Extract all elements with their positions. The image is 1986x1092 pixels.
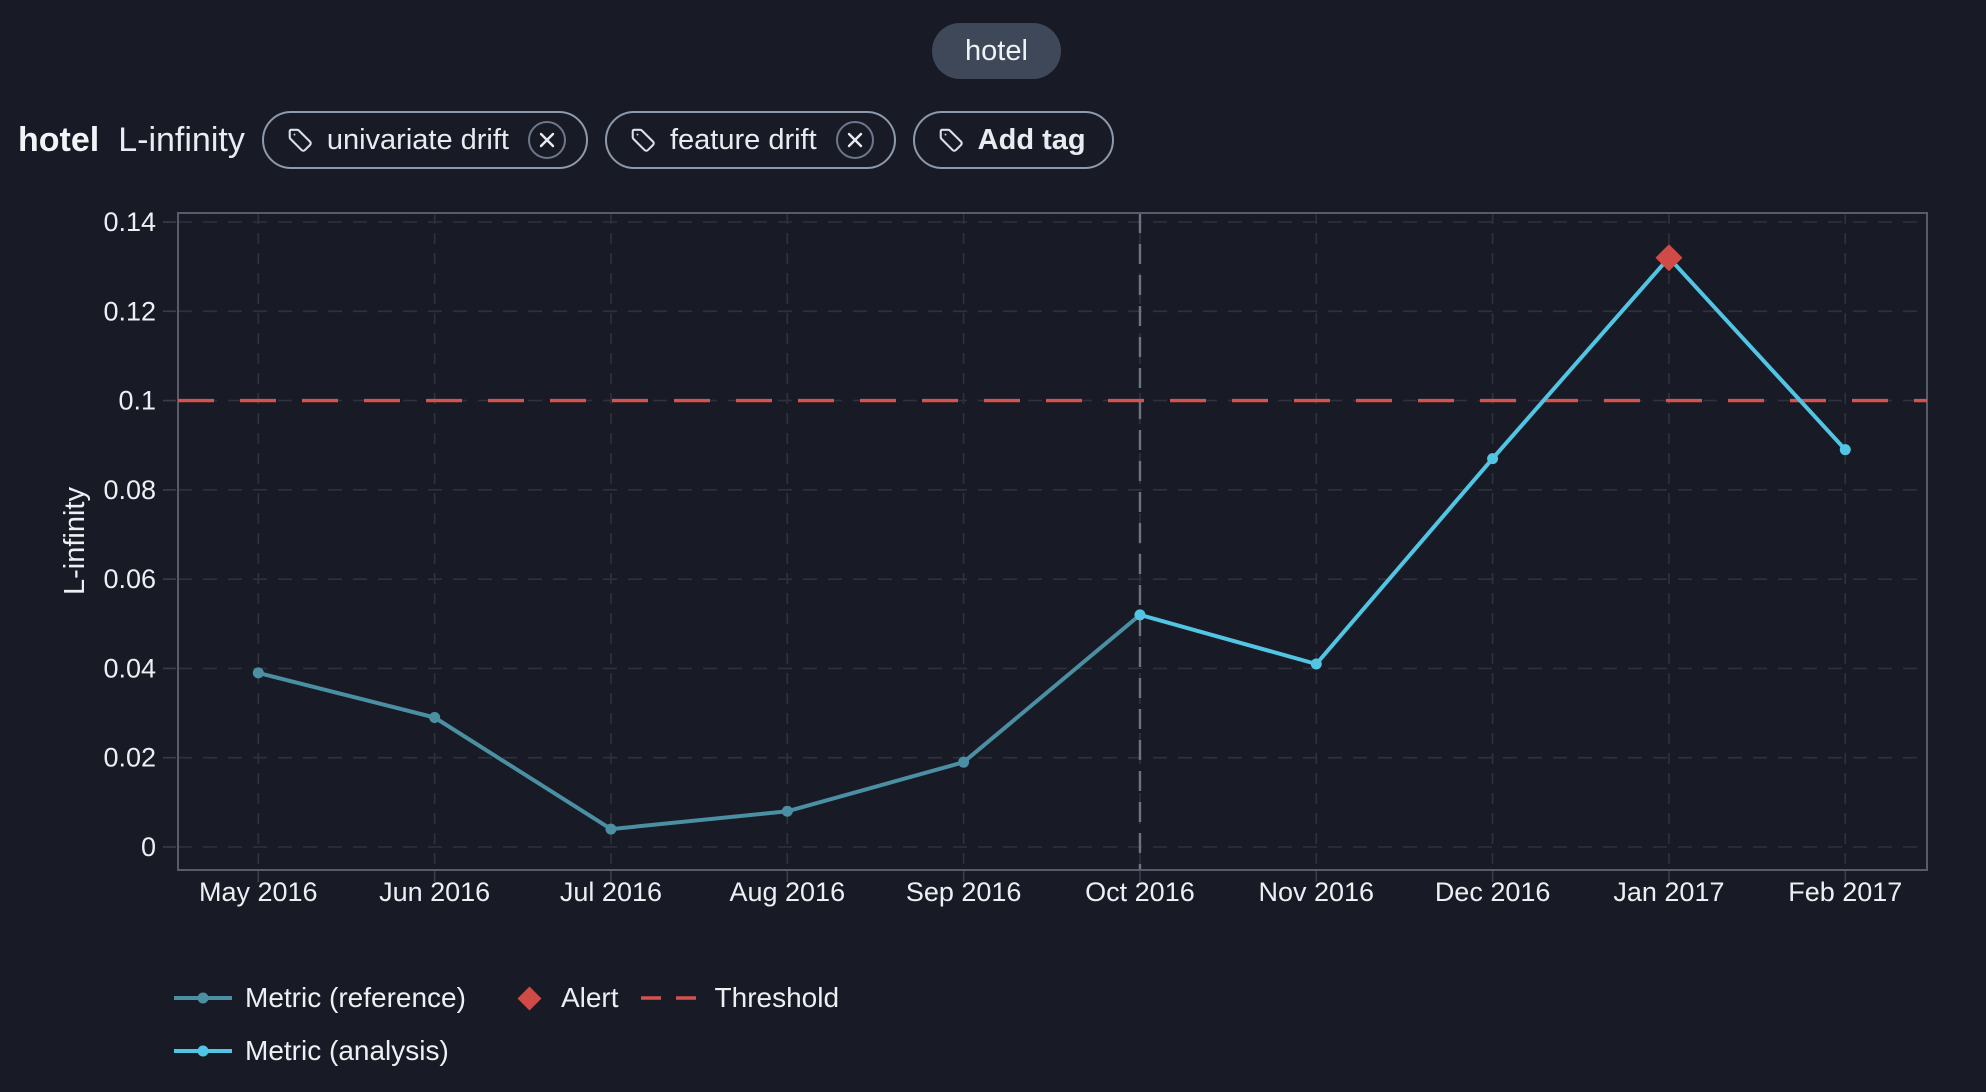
data-point-jun-2016[interactable] — [429, 712, 441, 724]
x-tick-label-jul-2016: Jul 2016 — [560, 877, 662, 907]
model-name: hotel — [18, 120, 100, 159]
data-point-may-2016[interactable] — [252, 667, 264, 679]
chart-legend: Metric (reference) Alert Threshold — [172, 976, 839, 1073]
y-tick-label: 0.1 — [118, 386, 156, 416]
analysis-line-swatch — [174, 1045, 232, 1057]
y-tick-label: 0 — [141, 832, 156, 862]
x-tick-label-oct-2016: Oct 2016 — [1085, 877, 1195, 907]
tag-label: univariate drift — [326, 123, 509, 156]
tag-label: feature drift — [669, 123, 817, 156]
remove-tag-button[interactable] — [835, 121, 874, 159]
add-tag-label: Add tag — [977, 123, 1086, 156]
legend-row: Metric (analysis) — [172, 1029, 839, 1073]
alert-diamond-icon — [517, 986, 542, 1010]
data-point-nov-2016[interactable] — [1310, 658, 1322, 670]
x-tick-label-may-2016: May 2016 — [199, 877, 318, 907]
remove-tag-button[interactable] — [527, 121, 566, 159]
x-tick-label-jun-2016: Jun 2016 — [379, 877, 490, 907]
data-point-oct-2016[interactable] — [1134, 609, 1146, 621]
legend-item-reference[interactable]: Metric (reference) — [172, 982, 466, 1014]
chart-svg: 0 0.02 0.04 0.06 0.08 0.1 0.12 0.14 May 2016 Jun … — [59, 207, 1928, 907]
y-axis-title: L-infinity — [59, 487, 91, 595]
y-tick-label: 0.04 — [103, 653, 156, 683]
x-tick-label-feb-2017: Feb 2017 — [1788, 877, 1902, 907]
y-tick-label: 0.08 — [103, 475, 156, 505]
data-point-aug-2016[interactable] — [781, 805, 793, 817]
reference-line — [257, 613, 1142, 832]
header: hotel L-infinity univariate drift — [18, 109, 1114, 171]
legend-label: Alert — [560, 982, 619, 1013]
x-tick-label-dec-2016: Dec 2016 — [1435, 877, 1551, 907]
model-chip[interactable]: hotel — [932, 23, 1061, 79]
data-point-dec-2016[interactable] — [1487, 453, 1499, 465]
add-tag-button[interactable]: Add tag — [912, 111, 1114, 169]
data-point-feb-2017[interactable] — [1839, 444, 1851, 456]
close-icon — [539, 132, 555, 148]
y-tick-label: 0.02 — [103, 743, 156, 773]
alert-diamond-jan-2017[interactable] — [1655, 244, 1683, 272]
legend-item-threshold[interactable]: Threshold — [640, 982, 840, 1014]
legend-label: Threshold — [714, 982, 840, 1013]
close-icon — [847, 132, 862, 148]
plot-border — [177, 212, 1928, 871]
legend-item-analysis[interactable]: Metric (analysis) — [172, 1035, 449, 1067]
y-tick-label: 0.06 — [103, 564, 156, 594]
metric-name: L-infinity — [118, 120, 245, 159]
tag-icon — [286, 126, 314, 154]
legend-item-alert[interactable]: Alert — [516, 982, 619, 1014]
legend-label: Metric (reference) — [245, 982, 466, 1013]
tag-icon — [937, 126, 965, 154]
legend-label: Metric (analysis) — [245, 1035, 449, 1066]
y-tick-label: 0.14 — [103, 207, 156, 237]
x-tick-label-jan-2017: Jan 2017 — [1613, 877, 1724, 907]
x-tick-label-sep-2016: Sep 2016 — [906, 877, 1022, 907]
threshold-dash-swatch — [640, 996, 699, 1000]
x-tick-label-aug-2016: Aug 2016 — [729, 877, 845, 907]
y-tick-label: 0.12 — [103, 296, 156, 326]
tag-icon — [629, 126, 657, 154]
tag-pill-feature-drift[interactable]: feature drift — [604, 111, 896, 169]
tag-pill-univariate-drift[interactable]: univariate drift — [261, 111, 588, 169]
legend-row: Metric (reference) Alert Threshold — [172, 976, 839, 1020]
data-point-jul-2016[interactable] — [605, 823, 617, 835]
x-tick-label-nov-2016: Nov 2016 — [1258, 877, 1374, 907]
data-point-sep-2016[interactable] — [958, 756, 970, 768]
reference-line-swatch — [174, 992, 232, 1004]
